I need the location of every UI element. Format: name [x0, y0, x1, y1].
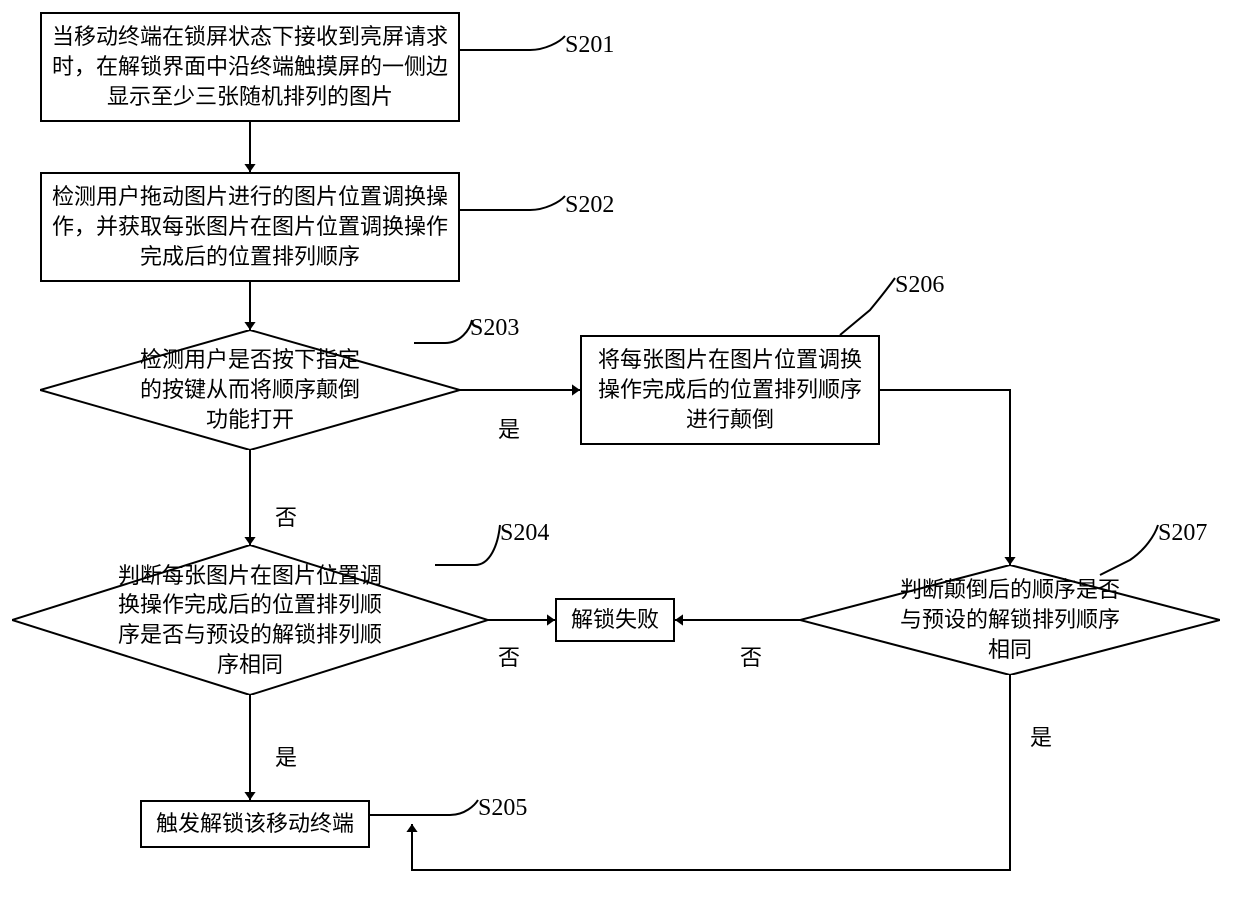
- edge-label-yes203: 是: [498, 412, 520, 444]
- edge-label-no204: 否: [498, 640, 520, 672]
- s203-decision: 检测用户是否按下指定的按键从而将顺序颠倒功能打开: [40, 330, 460, 450]
- stage-label-s202: S202: [565, 192, 614, 219]
- edge-label-no207: 否: [740, 640, 762, 672]
- s201-box: 当移动终端在锁屏状态下接收到亮屏请求时，在解锁界面中沿终端触摸屏的一侧边显示至少…: [40, 12, 460, 122]
- edge-label-yes207: 是: [1030, 720, 1052, 752]
- edge-label-yes204: 是: [275, 740, 297, 772]
- s204-decision: 判断每张图片在图片位置调换操作完成后的位置排列顺序是否与预设的解锁排列顺序相同: [12, 545, 488, 695]
- s207-text: 判断颠倒后的顺序是否与预设的解锁排列顺序相同: [800, 565, 1220, 675]
- s202-box: 检测用户拖动图片进行的图片位置调换操作，并获取每张图片在图片位置调换操作完成后的…: [40, 172, 460, 282]
- edge-lead201: [460, 36, 565, 50]
- fail-box: 解锁失败: [555, 598, 675, 642]
- stage-label-s206: S206: [895, 272, 944, 299]
- s204-text: 判断每张图片在图片位置调换操作完成后的位置排列顺序是否与预设的解锁排列顺序相同: [12, 545, 488, 695]
- stage-label-s205: S205: [478, 795, 527, 822]
- stage-label-s201: S201: [565, 32, 614, 59]
- edge-e207_205: [412, 675, 1010, 870]
- s205-box: 触发解锁该移动终端: [140, 800, 370, 848]
- edge-label-no203: 否: [275, 500, 297, 532]
- s206-box: 将每张图片在图片位置调换操作完成后的位置排列顺序进行颠倒: [580, 335, 880, 445]
- edge-lead206: [840, 278, 895, 335]
- s203-text: 检测用户是否按下指定的按键从而将顺序颠倒功能打开: [40, 330, 460, 450]
- s207-decision: 判断颠倒后的顺序是否与预设的解锁排列顺序相同: [800, 565, 1220, 675]
- edge-lead205: [370, 800, 478, 815]
- edge-e206_207: [880, 390, 1010, 565]
- stage-label-s203: S203: [470, 315, 519, 342]
- stage-label-s204: S204: [500, 520, 549, 547]
- stage-label-s207: S207: [1158, 520, 1207, 547]
- edge-lead202: [460, 196, 565, 210]
